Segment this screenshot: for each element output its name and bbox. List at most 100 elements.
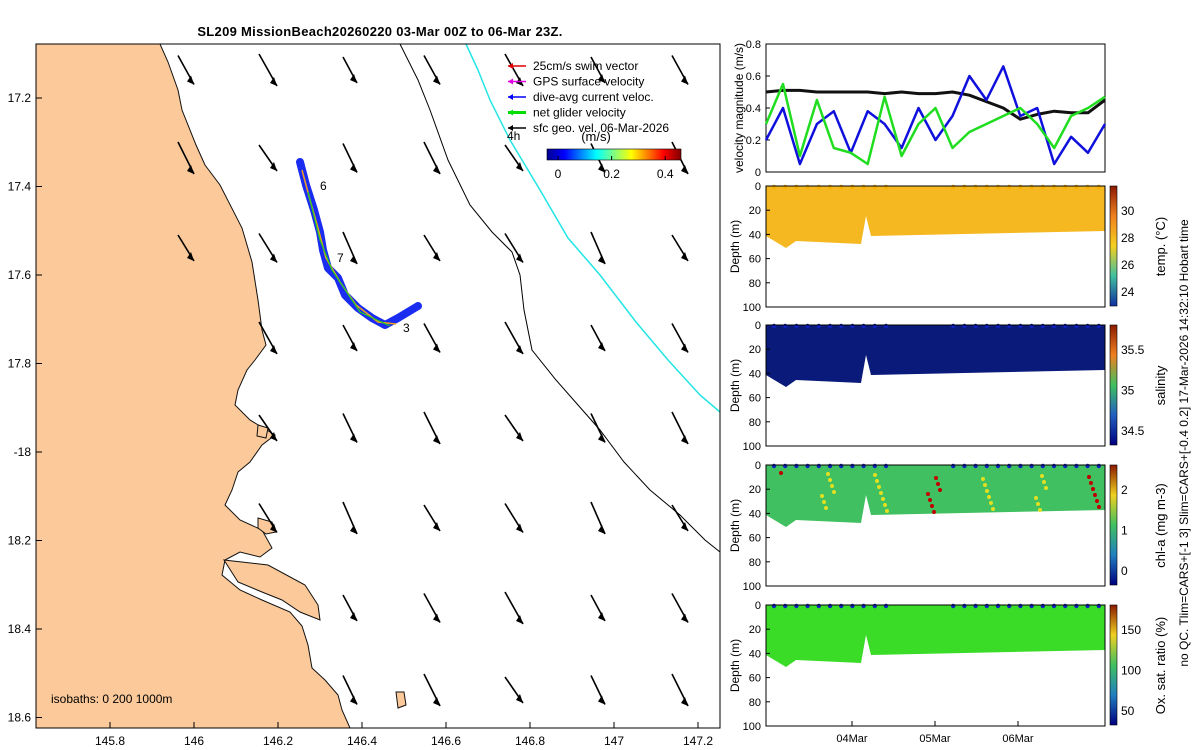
colorbar-tick-label: 100 [1121,664,1141,678]
plot-title-line1: SL209 MissionBeach20260220 03-Mar 00Z to… [197,24,563,39]
time-axis-ticks: 04Mar 05Mar 06Mar [836,721,1034,745]
velocity-y-ticks: 0 0.2 0.4 0.6 0.8 [746,39,770,179]
map-y-tick-label: 17.8 [8,357,32,371]
geostrophic-arrowhead [350,525,357,534]
island-hinchinbrook [223,559,321,621]
colorbar-tick-label: 0 [555,167,562,181]
velocity-y-tick-label: 0.2 [746,135,761,147]
track-label-6: 6 [320,179,327,193]
isobath-label: isobaths: 0 200 1000m [51,692,172,706]
colorbar-tick-label: 26 [1121,258,1135,272]
colorbar-tick-label: 1 [1121,524,1128,538]
colorbar-tick-label: 24 [1121,285,1135,299]
geostrophic-arrowhead [433,165,440,174]
glider-track-net-green [307,191,391,327]
track-label-7: 7 [337,251,344,265]
map-x-tick-label: 146.4 [347,734,377,748]
geostrophic-arrowhead [350,74,357,83]
section-colorbar [1109,324,1118,446]
geostrophic-arrowhead [433,75,440,85]
depth-tick-label: 60 [749,673,761,685]
colorbar-tick-label: 0.2 [603,167,620,181]
colorbar-tick-label: 150 [1121,623,1141,637]
depth-tick-label: 40 [749,648,761,660]
depth-tick-label: 20 [749,484,761,496]
geostrophic-arrowhead [433,613,440,623]
map-y-tick-label: 18.6 [8,711,32,725]
depth-tick-label: 60 [749,393,761,405]
legend-label: sfc geo. vel. 06-Mar-2026 [533,121,669,135]
colorbar-label: (m/s) [581,129,611,144]
geostrophic-arrowhead [681,522,688,531]
map-panel: 6 7 3 145.8 146 146.2 146.4 146.6 146.8 147 147… [8,43,721,748]
map-frame [35,43,721,729]
geostrophic-arrowhead [681,613,688,623]
colorbar-quantity-label: salinity [1153,365,1168,405]
geostrophic-arrowhead [270,432,277,441]
island-tiny [256,424,269,439]
depth-tick-label: 100 [743,721,761,733]
map-x-tick-label: 146.8 [515,734,545,748]
geostrophic-arrowhead [681,252,688,261]
geostrophic-arrowhead [433,697,440,706]
depth-tick-label: 60 [749,254,761,266]
depth-ylabel: Depth (m) [728,359,742,412]
processing-note: no QC. Tlim=CARS+[-1 3] Slim=CARS+[-0.4 … [1177,219,1191,667]
map-y-ticks: 17.2 17.4 17.6 17.8 -18 18.2 18.4 18.6 [8,91,42,725]
geostrophic-arrowhead [433,343,440,353]
island-small [395,691,407,709]
geostrophic-arrowhead [516,523,523,533]
map-x-tick-label: 146.6 [431,734,461,748]
geostrophic-arrowhead [270,77,277,86]
depth-tick-label: 100 [743,302,761,314]
map-y-tick-label: 18.2 [8,534,32,548]
map-legend: 25cm/s swim vector GPS surface velocitydi… [51,59,682,706]
colorbar-tick-label: 35 [1121,384,1135,398]
geostrophic-arrowhead [681,697,688,706]
depth-ylabel: Depth (m) [728,499,742,552]
geostrophic-arrowhead [270,345,277,354]
geostrophic-arrowhead [598,612,605,621]
velocity-y-tick-label: 0.4 [746,103,761,115]
section-colorbar [1109,464,1118,586]
geostrophic-arrowhead [516,253,523,263]
depth-tick-label: 0 [755,320,761,332]
colorbar-quantity-label: chl-a (mg m-3) [1153,483,1168,568]
time-tick-label: 05Mar [919,733,951,745]
depth-tick-label: 40 [749,508,761,520]
geostrophic-arrowhead [433,522,440,531]
map-y-tick-label: 17.6 [8,268,32,282]
colorbar-tick-label: 34.5 [1121,424,1145,438]
geostrophic-arrowhead [598,342,605,351]
velocity-series-0 [765,88,1106,121]
colorbar-tick-label: 0 [1121,564,1128,578]
geostrophic-arrowhead [350,255,357,264]
section-panel-1: 0 20 40 60 80 100 Depth (m) 35.5 35 34.5 salinity [728,320,1168,453]
section-field [766,325,1105,387]
legend-label: GPS surface velocity [533,75,644,89]
geostrophic-arrowhead [681,343,688,353]
depth-ylabel: Depth (m) [728,639,742,692]
section-panel-3: 0 20 40 60 80 100 Depth (m) 150 100 50 Ox. sat. ra… [728,600,1168,733]
map-x-tick-label: 146.2 [263,734,293,748]
depth-tick-label: 0 [755,600,761,612]
geostrophic-arrowhead [433,252,440,261]
velocity-y-tick-label: 0 [755,167,761,179]
geostrophic-arrowhead [598,525,605,534]
colorbar-quantity-label: Ox. sat. ratio (%) [1153,617,1168,715]
geostrophic-arrowhead [433,435,440,444]
velocity-y-tick-label: 0.6 [746,71,761,83]
isobath-1000m [465,43,721,413]
colorbar-quantity-label: temp. (°C) [1153,217,1168,276]
velocity-y-tick-label: 0.8 [746,39,761,51]
colorbar-tick-label: 28 [1121,231,1135,245]
geostrophic-arrowhead [187,165,194,174]
geostrophic-arrowhead [598,74,605,83]
geostrophic-arrowhead [681,435,688,444]
section-panel-2: 0 20 40 60 80 100 Depth (m) 2 1 0 chl-a (mg m-3) [728,460,1168,593]
depth-tick-label: 40 [749,229,761,241]
velocity-lines [764,65,1107,166]
geostrophic-arrowhead [270,523,277,533]
geostrophic-arrowhead [598,163,605,173]
